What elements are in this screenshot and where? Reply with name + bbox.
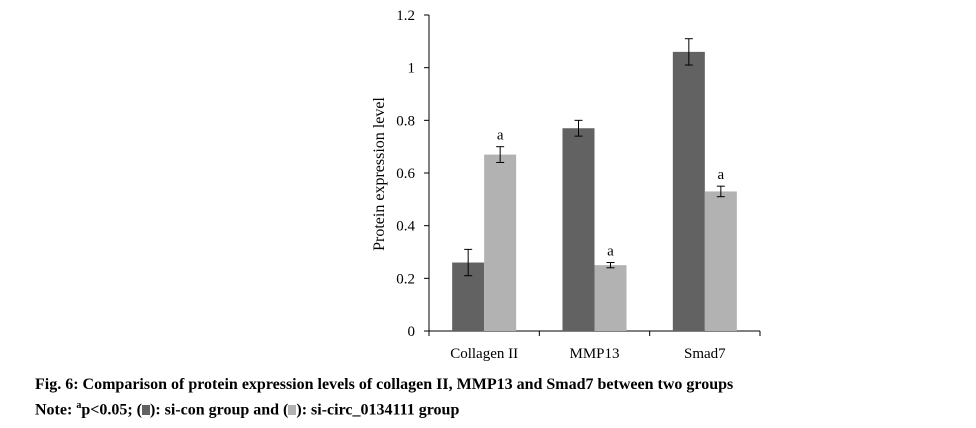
- x-tick-label: Smad7: [684, 346, 726, 362]
- significance-labels: a a a: [497, 128, 725, 260]
- x-axis: Collagen II MMP13 Smad7: [428, 330, 761, 362]
- note-superscript: a: [76, 400, 82, 411]
- y-axis: 0 0.2 0.4 0.6 0.8 1 1.2: [396, 8, 430, 340]
- error-bars: [464, 38, 725, 277]
- note-group-1: ): si-con group and (: [149, 401, 289, 419]
- bar-chart: 00.20.40.60.811.2 Collagen II MMP13 Smad7 …: [371, 8, 761, 362]
- bar: [562, 128, 595, 331]
- bars: [452, 51, 737, 331]
- bar: [484, 154, 517, 331]
- y-tick-label: 0.8: [396, 113, 415, 129]
- note-prefix: Note:: [35, 401, 77, 419]
- y-tick-label: 1: [408, 61, 416, 77]
- y-tick-label: 0.6: [396, 166, 415, 182]
- legend-swatch-light-icon: [288, 405, 297, 416]
- figure-caption: Fig. 6: Comparison of protein expression…: [35, 376, 734, 393]
- y-axis-title: Protein expression level: [371, 97, 388, 251]
- significance-label: a: [607, 244, 614, 260]
- legend-swatch-dark-icon: [141, 405, 150, 416]
- y-tick-label: 0.4: [396, 219, 415, 235]
- y-tick-label: 0: [408, 324, 416, 340]
- significance-label: a: [497, 128, 504, 144]
- x-tick-label: MMP13: [569, 346, 619, 362]
- y-tick-label: 0.2: [396, 271, 415, 287]
- figure-note: Note: ap<0.05; ( ): si-con group and ( ): …: [35, 400, 459, 419]
- significance-label: a: [717, 167, 724, 183]
- bar: [594, 265, 627, 331]
- y-tick-label: 1.2: [396, 8, 415, 24]
- x-tick-label: Collagen II: [450, 346, 518, 362]
- note-p-value: p<0.05; (: [81, 401, 142, 419]
- bar: [704, 191, 737, 331]
- bar: [672, 51, 705, 331]
- note-group-2: ): si-circ_0134111 group: [296, 401, 460, 419]
